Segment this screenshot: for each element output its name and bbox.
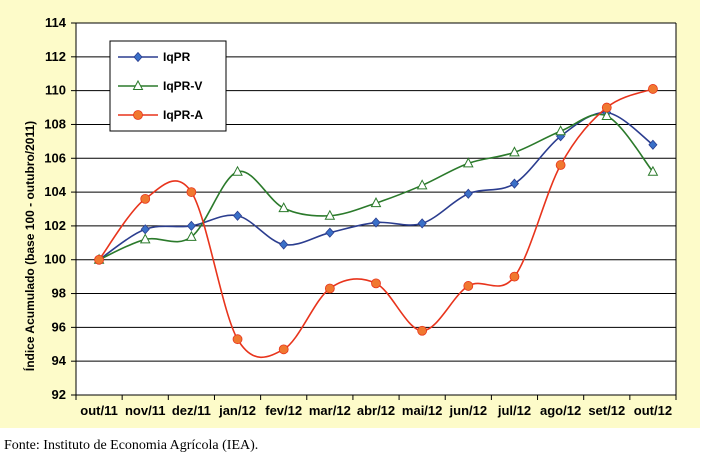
data-point — [509, 146, 520, 157]
data-point — [648, 139, 658, 150]
data-point — [648, 84, 658, 94]
data-point — [325, 227, 335, 238]
x-tick-label: out/11 — [80, 403, 118, 418]
data-point — [463, 188, 473, 199]
data-point — [555, 125, 566, 136]
x-tick-label: abr/12 — [357, 403, 395, 418]
y-tick-label: 112 — [45, 49, 66, 64]
data-point — [278, 202, 290, 213]
legend-label: IqPR-A — [163, 108, 203, 122]
y-tick-label: 114 — [45, 15, 67, 30]
x-tick-label: jun/12 — [449, 403, 488, 418]
y-tick-label: 100 — [44, 252, 66, 267]
x-tick-label: mai/12 — [402, 403, 442, 418]
data-point — [94, 254, 104, 265]
legend-marker — [133, 110, 143, 120]
legend-entry: IqPR-A — [118, 108, 203, 122]
data-point — [232, 165, 243, 176]
series-iqpr-v — [93, 109, 659, 264]
legend-marker — [133, 51, 143, 63]
chart-frame: 114 112 110 108 106 104 102 100 98 96 94 92 out/11 n… — [0, 0, 700, 428]
series-layer — [93, 84, 659, 359]
y-tick-label: 104 — [44, 184, 66, 199]
data-point — [416, 179, 428, 190]
y-tick-labels: 114 112 110 108 106 104 102 100 98 96 94 92 — [44, 15, 66, 402]
y-tick-label: 102 — [44, 218, 66, 233]
data-point — [324, 209, 336, 220]
y-tick-label: 106 — [44, 150, 66, 165]
line-chart: 114 112 110 108 106 104 102 100 98 96 94 92 out/11 n… — [0, 0, 700, 428]
x-tick-label: ago/12 — [540, 403, 581, 418]
y-axis-label: Índice Acumulado (base 100 - outubro/201… — [22, 121, 37, 371]
data-point — [186, 230, 197, 241]
legend: IqPR IqPR-V IqPR-A — [109, 40, 227, 132]
data-point — [139, 233, 151, 244]
data-point — [370, 197, 382, 208]
data-point — [279, 239, 289, 250]
legend-label: IqPR-V — [163, 79, 202, 93]
legend-entry: IqPR-V — [118, 79, 202, 93]
y-tick-label: 92 — [52, 387, 66, 402]
data-point — [463, 281, 474, 291]
data-point — [462, 157, 474, 168]
y-tick-label: 98 — [52, 286, 66, 301]
data-point — [140, 193, 151, 204]
x-tick-label: out/12 — [634, 403, 672, 418]
source-note: Fonte: Instituto de Economia Agrícola (I… — [4, 438, 259, 453]
data-point — [417, 325, 428, 336]
series-iqpr-a — [94, 84, 658, 359]
y-tick-label: 94 — [52, 353, 67, 368]
data-point — [555, 160, 566, 170]
y-tick-label: 108 — [44, 116, 66, 131]
data-point — [233, 210, 243, 221]
data-point — [509, 178, 519, 189]
y-tick-label: 110 — [45, 83, 66, 98]
data-point — [647, 165, 659, 176]
x-tick-label: fev/12 — [265, 403, 302, 418]
data-point — [186, 220, 196, 232]
data-point — [232, 334, 243, 345]
x-tick-label: jul/12 — [497, 403, 531, 418]
data-point — [371, 278, 381, 289]
legend-marker — [132, 79, 144, 90]
x-tick-labels: out/11 nov/11 dez/11 jan/12 fev/12 mar/12 abr/… — [80, 403, 672, 418]
data-point — [371, 217, 381, 228]
data-point — [417, 218, 427, 229]
y-tick-label: 96 — [52, 319, 66, 334]
x-tick-label: set/12 — [588, 403, 625, 418]
data-point — [186, 187, 197, 197]
x-tick-label: nov/11 — [125, 403, 165, 418]
x-tick-label: mar/12 — [309, 403, 351, 418]
legend-label: IqPR — [163, 50, 191, 64]
data-point — [324, 283, 335, 294]
x-tick-label: dez/11 — [172, 403, 211, 418]
data-point — [601, 109, 613, 120]
legend-entry: IqPR — [118, 50, 191, 64]
data-point — [509, 271, 520, 282]
data-point — [601, 102, 612, 113]
data-point — [278, 344, 289, 355]
x-tick-label: jan/12 — [218, 403, 256, 418]
